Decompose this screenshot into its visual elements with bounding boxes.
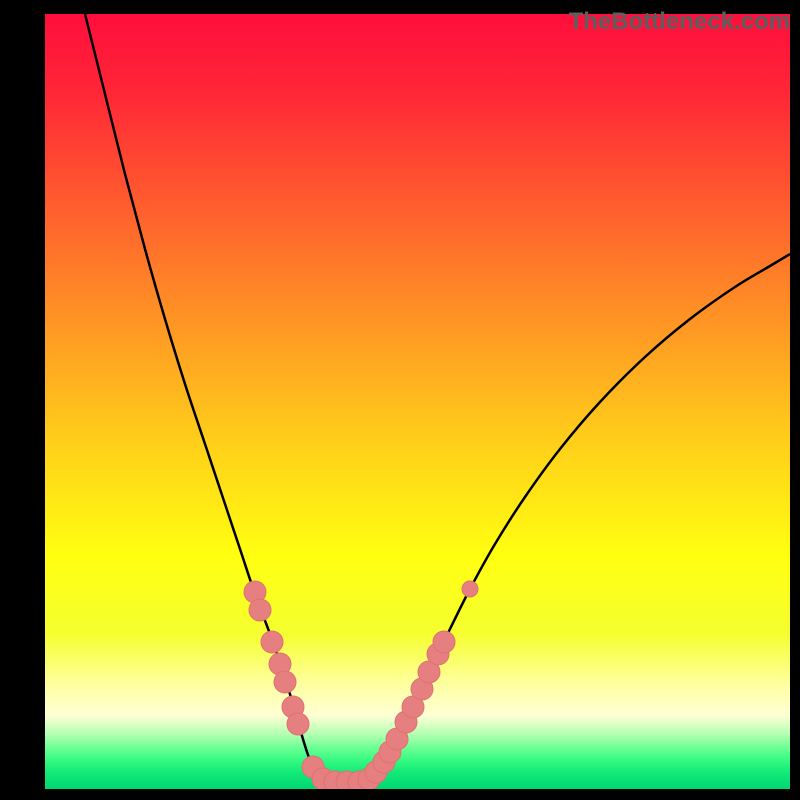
data-point: [261, 631, 283, 653]
data-point: [287, 713, 309, 735]
data-point: [462, 581, 478, 597]
plot-area: [45, 14, 790, 789]
watermark-text: TheBottleneck.com: [569, 8, 790, 36]
data-point: [274, 671, 296, 693]
chart-container: TheBottleneck.com: [0, 0, 800, 800]
chart-svg: [45, 14, 790, 789]
data-point: [433, 631, 455, 653]
data-point: [249, 599, 271, 621]
gradient-background: [45, 14, 790, 789]
